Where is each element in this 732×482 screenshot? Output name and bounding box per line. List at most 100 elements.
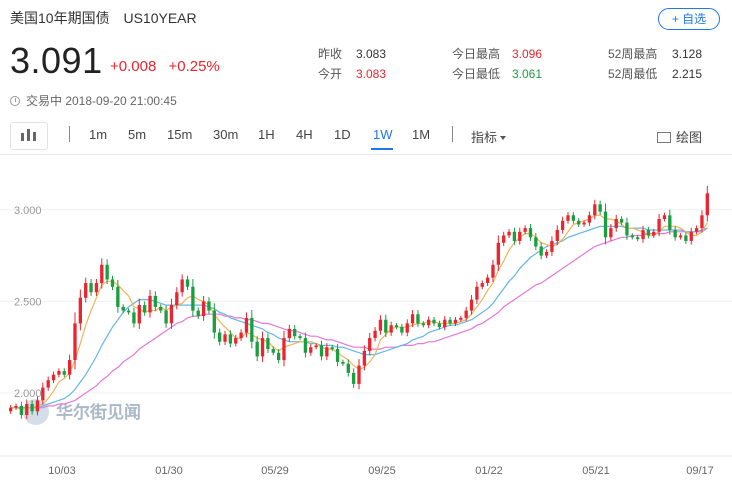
candle-body: [159, 306, 163, 311]
candle-body: [84, 283, 88, 298]
ma-long-line: [10, 227, 708, 409]
candle-body: [534, 237, 538, 247]
candle-body: [625, 222, 629, 236]
candle-body: [282, 338, 286, 361]
candle-body: [142, 305, 147, 313]
period-1m[interactable]: 1m: [89, 127, 108, 142]
toolbar-border: [0, 154, 732, 155]
draw-label: 绘图: [675, 130, 702, 145]
stats-col-3: 52周最高 3.128 52周最低 2.215: [608, 44, 702, 84]
candle-body: [335, 349, 340, 362]
candle-body: [705, 193, 709, 216]
x-tick-label: 01/30: [155, 465, 183, 477]
candle-body: [421, 323, 425, 326]
candle-body: [67, 360, 72, 375]
price-change: +0.008 +0.25%: [110, 58, 228, 75]
candle-body: [298, 336, 302, 339]
candle-body: [469, 299, 474, 311]
candle-body: [668, 215, 672, 230]
candle-body: [121, 306, 125, 311]
draw-button[interactable]: 绘图: [656, 127, 702, 146]
candle-body: [100, 264, 104, 284]
candle-body: [110, 279, 115, 287]
period-5m[interactable]: 5m: [128, 127, 147, 142]
period-1h[interactable]: 1H: [258, 127, 275, 142]
open-value: 3.083: [356, 67, 387, 81]
candle-body: [544, 251, 549, 256]
candle-body: [571, 215, 576, 221]
candle-body: [201, 301, 206, 317]
status-text: 交易中 2018-09-20 21:00:45: [26, 94, 177, 108]
candle-body: [325, 347, 329, 357]
prev-close-label: 昨收: [318, 47, 343, 61]
candle-body: [293, 328, 297, 337]
candle-body: [271, 349, 275, 353]
candle-body: [657, 218, 661, 232]
candle-body: [266, 338, 270, 350]
candle-body: [89, 283, 93, 293]
candle-body: [609, 228, 613, 238]
candle-body: [62, 371, 66, 375]
candle-body: [362, 350, 367, 366]
candle-body: [132, 312, 136, 324]
candle-body: [319, 345, 324, 357]
candle-body: [357, 365, 361, 384]
candle-body: [582, 222, 586, 225]
period-30m[interactable]: 30m: [213, 127, 239, 142]
candlestick-chart[interactable]: 华尔街见闻 3.000 2.500 2.000 10/03 01/30 05/29 09/…: [0, 156, 732, 482]
candle-body: [25, 404, 29, 416]
candlestick-type-icon[interactable]: [10, 122, 48, 150]
x-tick-label: 09/25: [368, 465, 396, 477]
period-4h[interactable]: 4H: [296, 127, 313, 142]
caret-down-icon: [500, 136, 507, 140]
candle-body: [255, 341, 259, 357]
prev-close-value: 3.083: [356, 47, 387, 61]
candle-body: [427, 319, 431, 326]
candle-body: [523, 228, 527, 232]
candle-body: [614, 218, 618, 229]
candle-body: [700, 215, 704, 229]
indicator-dropdown[interactable]: 指标: [471, 127, 507, 146]
candle-body: [684, 235, 688, 241]
candle-body: [116, 286, 120, 307]
candle-body: [410, 314, 415, 324]
candle-body: [577, 220, 581, 225]
candle-body: [405, 323, 409, 333]
period-1w[interactable]: 1W: [373, 127, 393, 142]
candle-body: [57, 371, 61, 375]
candle-body: [314, 345, 318, 348]
period-1mo[interactable]: 1M: [412, 127, 431, 142]
y-tick-label: 2.000: [14, 388, 42, 400]
candle-body: [437, 323, 442, 328]
candle-body: [35, 400, 40, 412]
candle-body: [491, 264, 495, 278]
period-15m[interactable]: 15m: [167, 127, 193, 142]
candle-body: [646, 229, 651, 236]
candle-body: [196, 310, 200, 317]
candle-body: [303, 338, 308, 353]
y-axis: 3.000 2.500 2.000: [14, 205, 42, 400]
change-value: +0.008: [110, 58, 157, 75]
add-watchlist-button[interactable]: + 自选: [658, 8, 720, 30]
candle-body: [330, 347, 334, 350]
candle-body: [603, 211, 608, 238]
candle-body: [153, 295, 158, 307]
candle-body: [480, 283, 484, 287]
candle-body: [384, 319, 388, 333]
candle-body: [368, 338, 372, 351]
period-1d[interactable]: 1D: [334, 127, 351, 142]
candle-body: [244, 317, 249, 333]
candle-body: [346, 363, 350, 373]
low52-label: 52周最低: [608, 67, 658, 81]
x-tick-label: 05/29: [261, 465, 289, 477]
candle-body: [180, 279, 184, 293]
candle-body: [185, 279, 190, 287]
active-period-indicator: [371, 148, 393, 150]
candle-body: [51, 374, 56, 381]
x-tick-label: 01/22: [475, 465, 503, 477]
ma-mid-line: [10, 225, 708, 409]
candle-body: [41, 387, 45, 401]
candle-body: [560, 220, 565, 230]
candle-body: [46, 380, 50, 388]
candle-body: [9, 407, 13, 412]
